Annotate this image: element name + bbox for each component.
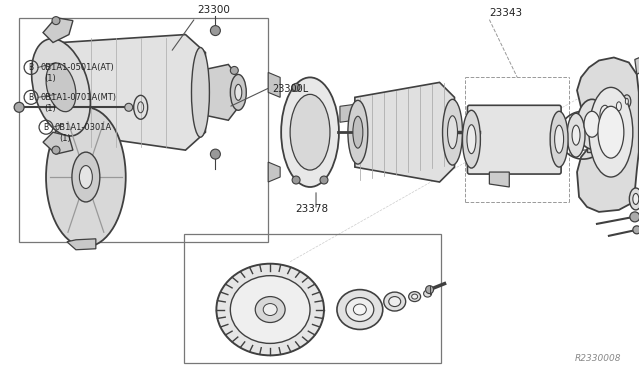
- Ellipse shape: [589, 87, 633, 177]
- Circle shape: [211, 149, 220, 159]
- Ellipse shape: [348, 100, 368, 164]
- Polygon shape: [635, 54, 640, 74]
- Ellipse shape: [613, 96, 625, 116]
- Ellipse shape: [555, 125, 564, 153]
- Ellipse shape: [216, 264, 324, 355]
- Polygon shape: [634, 192, 640, 210]
- Bar: [19, 17, 268, 242]
- Ellipse shape: [353, 116, 363, 148]
- Ellipse shape: [598, 106, 624, 158]
- Ellipse shape: [577, 99, 607, 149]
- Text: B: B: [29, 93, 34, 102]
- Ellipse shape: [388, 296, 401, 307]
- Ellipse shape: [353, 304, 366, 315]
- Polygon shape: [268, 73, 280, 97]
- Ellipse shape: [594, 95, 616, 133]
- Text: (1): (1): [44, 74, 56, 83]
- Text: 0B1A1-0701A(MT): 0B1A1-0701A(MT): [40, 93, 116, 102]
- Text: 0B1A1-0501A(AT): 0B1A1-0501A(AT): [40, 63, 114, 72]
- Bar: [587, 134, 609, 152]
- Ellipse shape: [230, 276, 310, 343]
- Circle shape: [320, 176, 328, 184]
- Circle shape: [633, 226, 640, 234]
- Circle shape: [426, 286, 433, 294]
- Circle shape: [52, 17, 60, 25]
- Text: 23378: 23378: [295, 204, 328, 214]
- Ellipse shape: [447, 116, 458, 149]
- Ellipse shape: [424, 290, 431, 297]
- Circle shape: [292, 176, 300, 184]
- Ellipse shape: [72, 152, 100, 202]
- Circle shape: [292, 83, 300, 92]
- Ellipse shape: [584, 111, 600, 137]
- Ellipse shape: [346, 298, 374, 321]
- Ellipse shape: [46, 107, 125, 247]
- Text: (1): (1): [59, 134, 71, 143]
- Ellipse shape: [442, 99, 463, 165]
- Polygon shape: [43, 132, 73, 154]
- Circle shape: [14, 102, 24, 112]
- Text: 23300L: 23300L: [272, 84, 308, 94]
- Ellipse shape: [550, 111, 568, 167]
- Polygon shape: [490, 172, 509, 187]
- Ellipse shape: [255, 296, 285, 323]
- Polygon shape: [43, 17, 73, 42]
- Ellipse shape: [31, 39, 90, 136]
- Ellipse shape: [290, 94, 330, 170]
- Circle shape: [211, 26, 220, 36]
- Polygon shape: [577, 58, 639, 212]
- Ellipse shape: [46, 63, 76, 112]
- Ellipse shape: [384, 292, 406, 311]
- Ellipse shape: [463, 110, 481, 168]
- Ellipse shape: [263, 304, 277, 315]
- Ellipse shape: [625, 98, 628, 104]
- Ellipse shape: [623, 95, 631, 108]
- Ellipse shape: [467, 125, 476, 154]
- Polygon shape: [355, 82, 454, 182]
- Ellipse shape: [337, 290, 383, 330]
- Polygon shape: [61, 35, 205, 150]
- Ellipse shape: [409, 292, 420, 302]
- Circle shape: [125, 103, 132, 111]
- Ellipse shape: [633, 193, 639, 205]
- Text: R2330008: R2330008: [574, 355, 621, 363]
- Ellipse shape: [235, 84, 242, 100]
- Polygon shape: [340, 104, 355, 122]
- Text: 23300: 23300: [198, 4, 230, 15]
- Ellipse shape: [567, 113, 585, 157]
- Ellipse shape: [412, 294, 418, 299]
- Polygon shape: [67, 239, 96, 250]
- Polygon shape: [268, 162, 280, 182]
- Ellipse shape: [230, 74, 246, 110]
- Text: B: B: [44, 123, 49, 132]
- Ellipse shape: [79, 166, 92, 189]
- Circle shape: [630, 212, 640, 222]
- Ellipse shape: [629, 188, 640, 210]
- Circle shape: [52, 146, 60, 154]
- Text: (1): (1): [44, 104, 56, 113]
- Ellipse shape: [281, 77, 339, 187]
- Text: 0B1A1-0301A: 0B1A1-0301A: [55, 123, 112, 132]
- Ellipse shape: [191, 48, 209, 137]
- Circle shape: [230, 67, 238, 74]
- Ellipse shape: [600, 105, 610, 123]
- Ellipse shape: [572, 125, 580, 145]
- Bar: [184, 234, 440, 363]
- Ellipse shape: [616, 102, 621, 111]
- Polygon shape: [200, 64, 238, 120]
- Text: B: B: [29, 63, 34, 72]
- FancyBboxPatch shape: [467, 105, 561, 174]
- Text: 23343: 23343: [490, 8, 522, 17]
